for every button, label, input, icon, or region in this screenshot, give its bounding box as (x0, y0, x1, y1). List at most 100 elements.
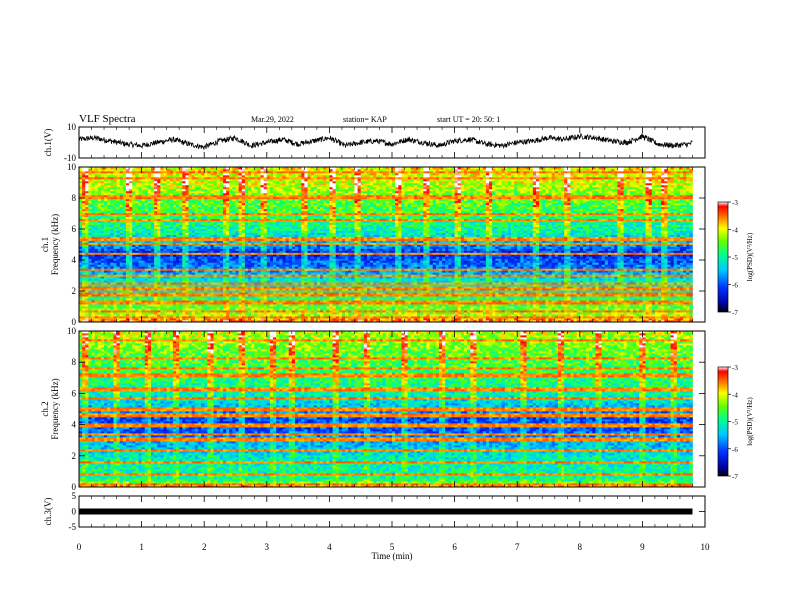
spectrogram-cell (423, 288, 427, 291)
spectrogram-cell (498, 282, 502, 285)
spectrogram-cell (207, 298, 211, 301)
spectrogram-cell (410, 288, 415, 291)
spectrogram-cell (517, 310, 521, 313)
spectrogram-cell (235, 306, 239, 309)
spectrogram-cell (586, 298, 590, 301)
spectrogram-cell (567, 282, 571, 285)
spectrogram-cell (266, 280, 271, 283)
spectrogram-cell (348, 304, 352, 307)
spectrogram-cell (654, 310, 659, 313)
spectrogram-cell (539, 290, 543, 293)
spectrogram-cell (88, 296, 92, 299)
spectrogram-cell (326, 274, 330, 277)
spectrogram-cell (604, 304, 609, 307)
spectrogram-cell (85, 294, 89, 297)
spectrogram-cell (338, 272, 343, 275)
spectrogram-cell (129, 312, 133, 315)
spectrogram-cell (529, 276, 534, 279)
spectrogram-cell (460, 318, 465, 321)
spectrogram-cell (172, 316, 177, 319)
spectrogram-cell (601, 312, 606, 315)
spectrogram-cell (94, 296, 99, 299)
spectrogram-cell (445, 304, 449, 307)
spectrogram-cell (219, 286, 224, 289)
spectrogram-cell (204, 308, 208, 311)
spectrogram-cell (564, 280, 568, 283)
spectrogram-cell (639, 304, 643, 307)
spectrogram-cell (354, 290, 358, 293)
spectrogram-cell (542, 314, 546, 317)
spectrogram-cell (363, 292, 368, 295)
spectrogram-cell (539, 302, 543, 305)
spectrogram-cell (417, 282, 421, 285)
spectrogram-cell (398, 304, 402, 307)
spectrogram-cell (623, 288, 628, 291)
spectrogram-cell (288, 272, 293, 275)
spectrogram-cell (526, 316, 531, 319)
spectrogram-cell (420, 292, 424, 295)
spectrogram-cell (104, 298, 108, 301)
spectrogram-cell (557, 306, 562, 309)
spectrogram-cell (91, 276, 95, 279)
spectrogram-cell (679, 302, 684, 305)
spectrogram-cell (150, 314, 155, 317)
spectrogram-cell (501, 284, 506, 287)
spectrogram-cell (689, 318, 693, 321)
spectrogram-cell (85, 288, 89, 291)
spectrogram-cell (370, 292, 374, 295)
spectrogram-cell (539, 294, 543, 297)
spectrogram-cell (320, 312, 324, 315)
spectrogram-cell (654, 306, 659, 309)
spectrogram-cell (191, 292, 196, 295)
spectrogram-cell (370, 314, 374, 317)
spectrogram-cell (301, 278, 305, 281)
spectrogram-cell (395, 278, 399, 281)
spectrogram-cell (294, 298, 299, 301)
spectrogram-cell (113, 282, 117, 285)
spectrogram-cell (113, 276, 117, 279)
spectrogram-cell (507, 310, 512, 313)
spectrogram-cell (366, 300, 371, 303)
spectrogram-cell (395, 318, 399, 321)
spectrogram-cell (91, 298, 95, 301)
spectrogram-cell (269, 284, 274, 287)
spectrogram-cell (542, 286, 546, 289)
spectrogram-cell (185, 286, 189, 289)
spectrogram-cell (398, 276, 402, 279)
spectrogram-cell (238, 312, 243, 315)
spectrogram-cell (91, 300, 95, 303)
spectrogram-cell (125, 272, 130, 275)
spectrogram-cell (298, 298, 302, 301)
spectrogram-cell (110, 280, 114, 283)
spectrogram-cell (683, 296, 687, 299)
spectrogram-cell (116, 304, 121, 307)
spectrogram-cell (172, 274, 177, 277)
spectrogram-cell (417, 290, 421, 293)
spectrogram-cell (332, 292, 337, 295)
spectrogram-cell (526, 300, 531, 303)
spectrogram-cell (476, 292, 480, 295)
spectrogram-cell (113, 306, 117, 309)
spectrogram-cell (564, 284, 568, 287)
spectrogram-cell (526, 294, 531, 297)
spectrogram-cell (94, 300, 99, 303)
spectrogram-cell (216, 296, 221, 299)
spectrogram-cell (219, 314, 224, 317)
spectrogram-cell (351, 280, 355, 283)
spectrogram-cell (385, 314, 390, 317)
spectrogram-cell (304, 278, 308, 281)
spectrogram-cell (651, 320, 656, 323)
spectrogram-cell (420, 308, 424, 311)
spectrogram-cell (507, 316, 512, 319)
spectrogram-cell (116, 292, 121, 295)
spectrogram-cell (448, 320, 452, 323)
spectrogram-cell (654, 302, 659, 305)
spectrogram-cell (617, 312, 621, 315)
spectrogram-cell (125, 296, 130, 299)
spectrogram-cell (366, 290, 371, 293)
spectrogram-cell (670, 314, 675, 317)
spectrogram-cell (82, 272, 86, 275)
spectrogram-cell (100, 314, 105, 317)
spectrogram-cell (413, 284, 418, 287)
spectrogram-cell (107, 294, 111, 297)
